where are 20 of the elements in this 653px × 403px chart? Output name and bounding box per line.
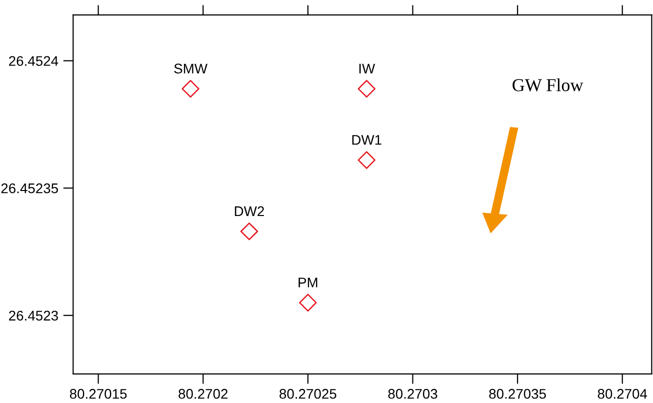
x-tick-label: 80.2703	[388, 388, 438, 399]
annotation: DW2	[234, 206, 264, 216]
annotation: GW Flow	[512, 78, 584, 92]
y-tick-label: 26.45235	[1, 183, 58, 194]
annotation: IW	[359, 64, 376, 74]
point	[299, 294, 317, 312]
x-tick-label: 80.27035	[489, 388, 546, 399]
x-tick-label: 80.27025	[280, 388, 336, 399]
annotation: PM	[298, 278, 318, 288]
x-tick-label: 80.27015	[70, 388, 127, 399]
x-tick-label: 80.2704	[598, 388, 648, 399]
x-tick-label: 80.2702	[178, 388, 228, 399]
point	[358, 151, 376, 169]
annotation: SMW	[174, 64, 208, 74]
point	[182, 80, 200, 98]
point	[240, 222, 258, 240]
y-tick-label: 26.4524	[9, 56, 58, 66]
point	[358, 80, 376, 98]
annotation: DW1	[352, 135, 382, 145]
y-tick-label: 26.4523	[9, 310, 58, 321]
